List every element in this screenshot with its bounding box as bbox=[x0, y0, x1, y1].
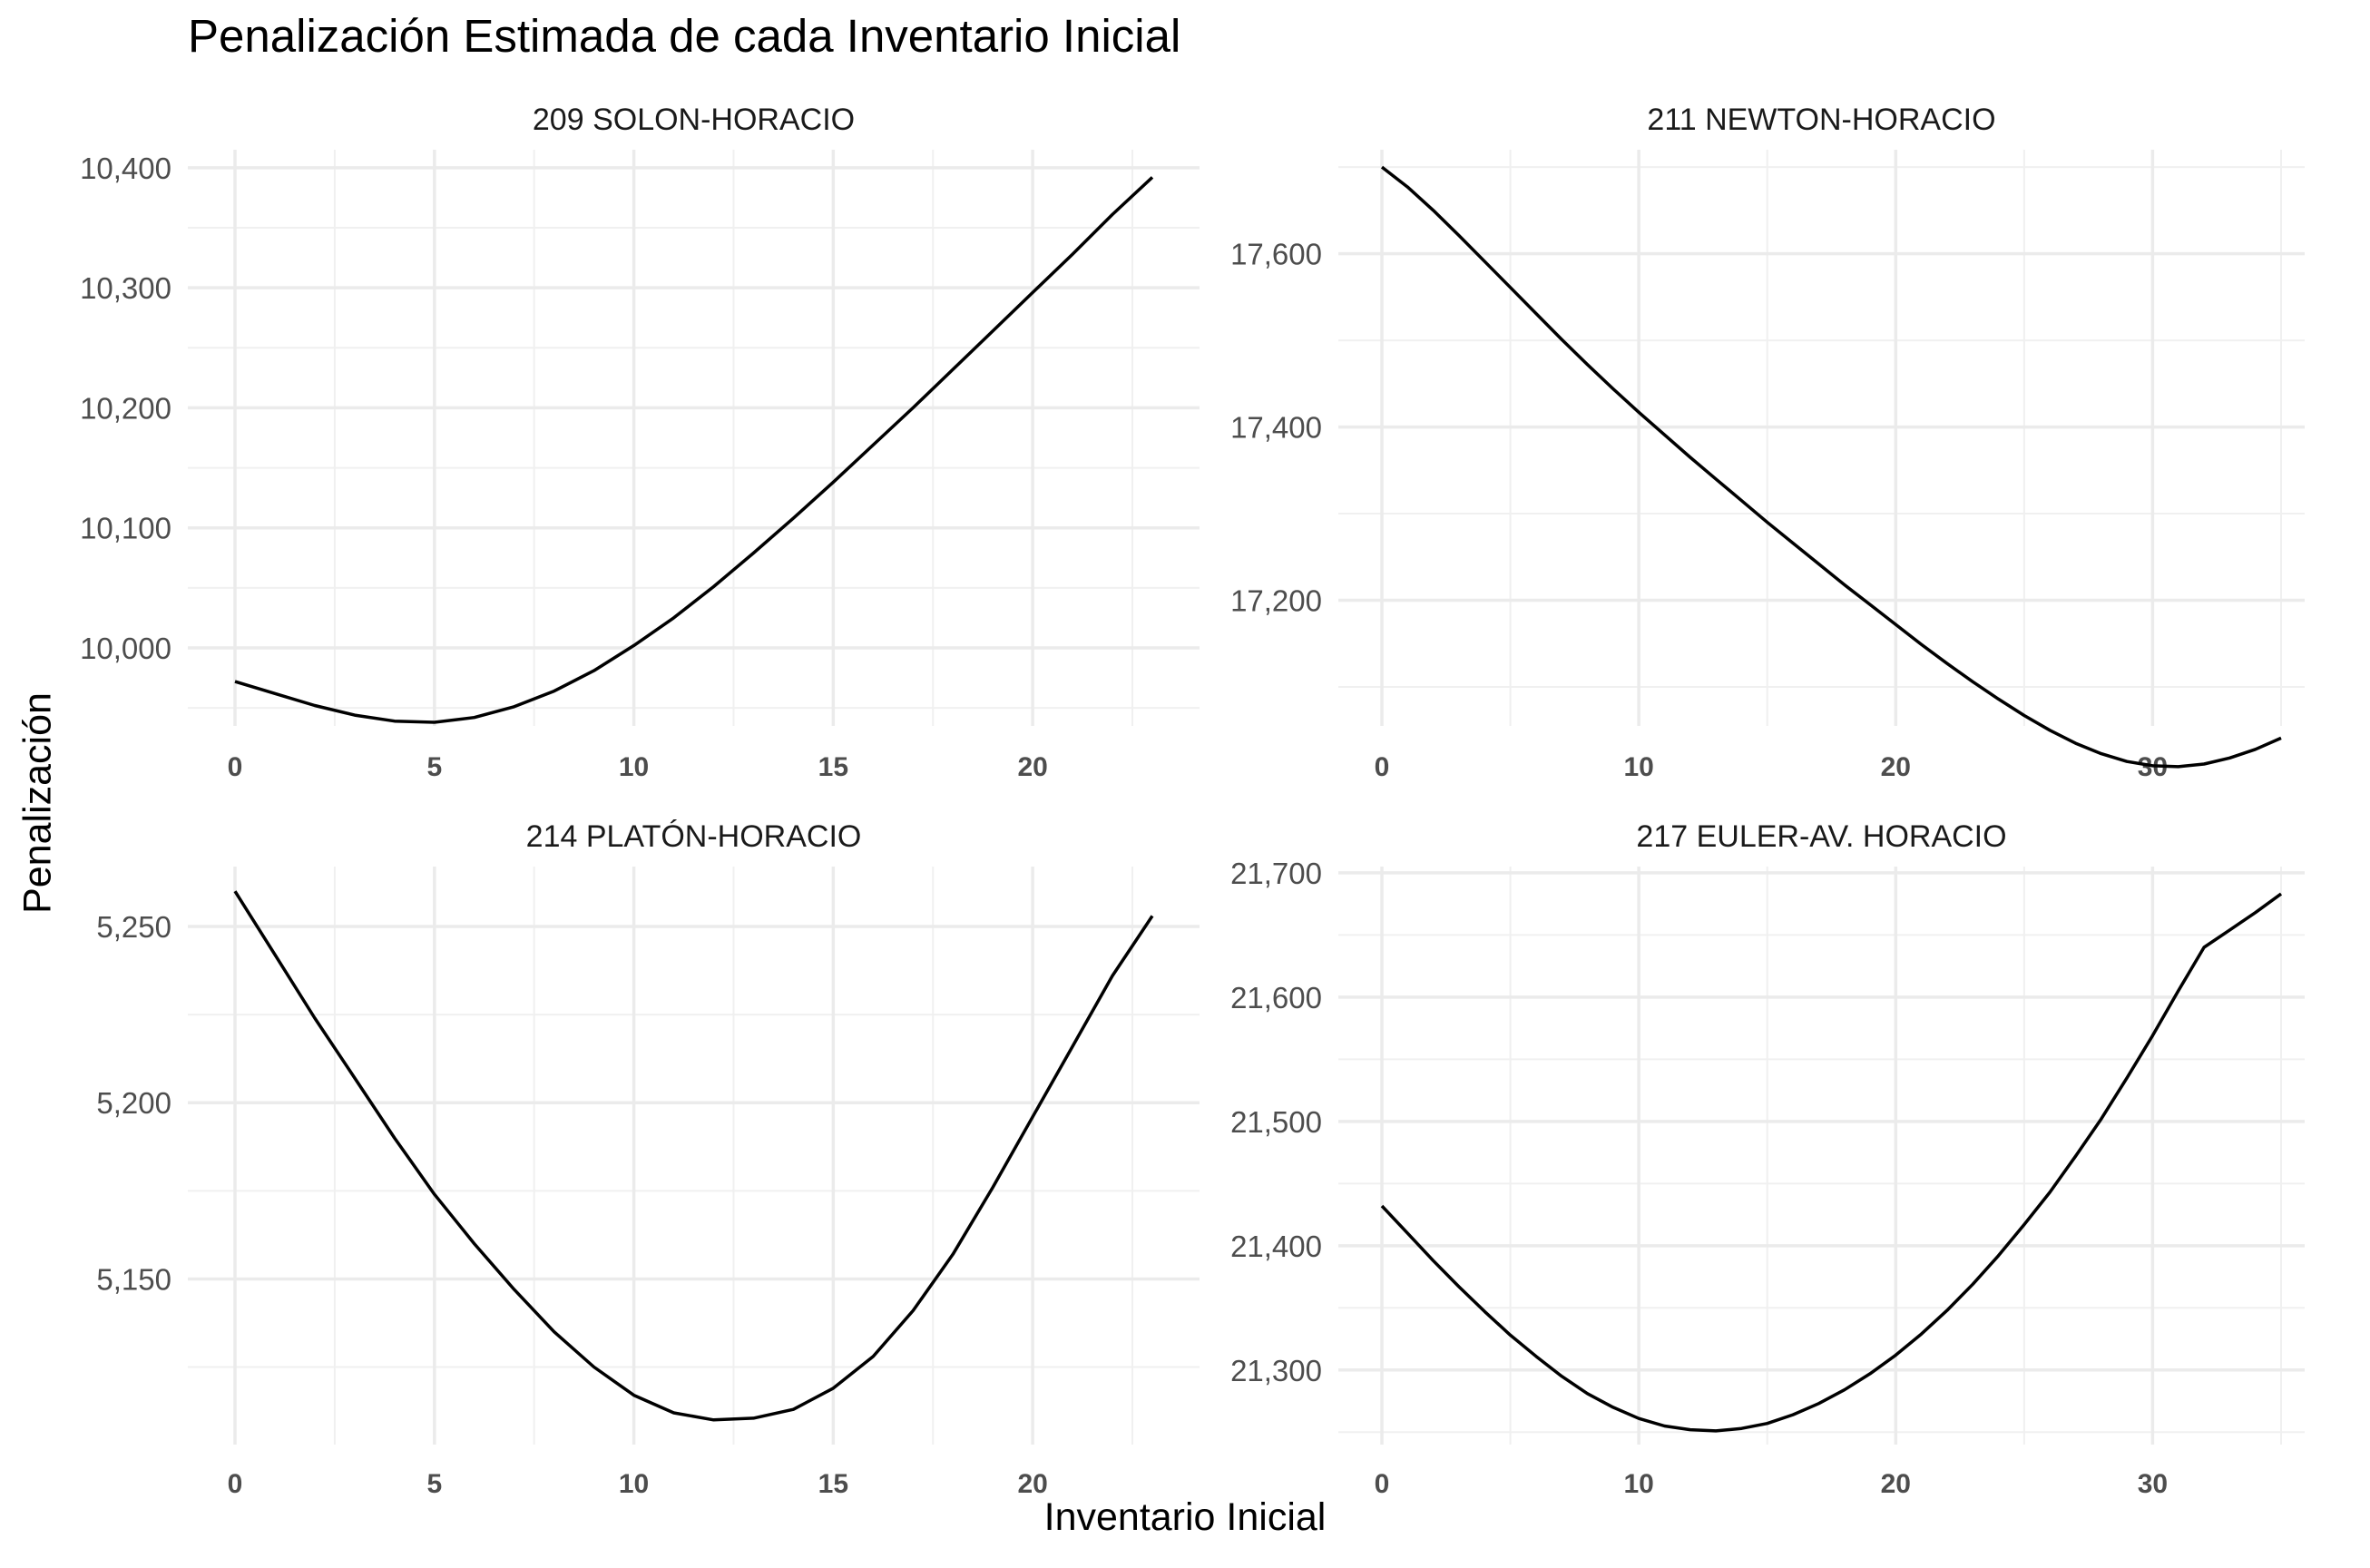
y-tick-label: 10,000 bbox=[80, 632, 171, 665]
y-tick-label: 5,200 bbox=[96, 1086, 171, 1120]
y-tick-label: 17,400 bbox=[1230, 411, 1322, 445]
y-tick-label: 10,200 bbox=[80, 391, 171, 425]
x-tick-label: 0 bbox=[1375, 1469, 1390, 1499]
panel-title: 209 SOLON-HORACIO bbox=[533, 103, 855, 137]
y-tick-label: 21,300 bbox=[1230, 1354, 1322, 1387]
x-tick-label: 30 bbox=[2138, 1469, 2168, 1499]
x-tick-label: 20 bbox=[1881, 752, 1911, 782]
series-line bbox=[1380, 165, 2282, 769]
x-tick-label: 0 bbox=[228, 1469, 243, 1499]
y-tick-label: 17,200 bbox=[1230, 584, 1322, 618]
x-tick-label: 0 bbox=[1375, 752, 1390, 782]
x-tick-label: 10 bbox=[619, 752, 649, 782]
series-line bbox=[1380, 892, 2283, 1433]
y-tick-label: 17,600 bbox=[1230, 238, 1322, 271]
y-tick-label: 5,250 bbox=[96, 910, 171, 944]
x-tick-label: 20 bbox=[1017, 752, 1047, 782]
y-tick-label: 21,700 bbox=[1230, 857, 1322, 890]
panel-title: 217 EULER-AV. HORACIO bbox=[1636, 819, 2006, 854]
x-tick-label: 15 bbox=[818, 752, 848, 782]
y-tick-label: 10,400 bbox=[80, 152, 171, 185]
x-tick-label: 5 bbox=[426, 1469, 442, 1499]
series-line bbox=[234, 176, 1154, 724]
x-tick-label: 20 bbox=[1881, 1469, 1911, 1499]
x-tick-label: 0 bbox=[228, 752, 243, 782]
y-tick-label: 21,600 bbox=[1230, 981, 1322, 1014]
y-tick-label: 5,150 bbox=[96, 1262, 171, 1296]
y-tick-label: 10,300 bbox=[80, 271, 171, 305]
x-tick-label: 5 bbox=[426, 752, 442, 782]
x-tick-label: 10 bbox=[1623, 1469, 1653, 1499]
y-tick-label: 10,100 bbox=[80, 512, 171, 545]
x-tick-label: 10 bbox=[1623, 752, 1653, 782]
x-tick-label: 20 bbox=[1017, 1469, 1047, 1499]
chart-title: Penalización Estimada de cada Inventario… bbox=[188, 10, 1181, 62]
x-axis-title: Inventario Inicial bbox=[1043, 1495, 1327, 1539]
y-axis-title: Penalización bbox=[15, 692, 60, 914]
x-tick-label: 15 bbox=[818, 1469, 848, 1499]
y-tick-label: 21,400 bbox=[1230, 1230, 1322, 1263]
panel-title: 211 NEWTON-HORACIO bbox=[1647, 103, 1995, 137]
series-line bbox=[233, 890, 1154, 1422]
panel-title: 214 PLATÓN-HORACIO bbox=[526, 819, 862, 854]
y-tick-label: 21,500 bbox=[1230, 1105, 1322, 1139]
x-tick-label: 10 bbox=[619, 1469, 649, 1499]
